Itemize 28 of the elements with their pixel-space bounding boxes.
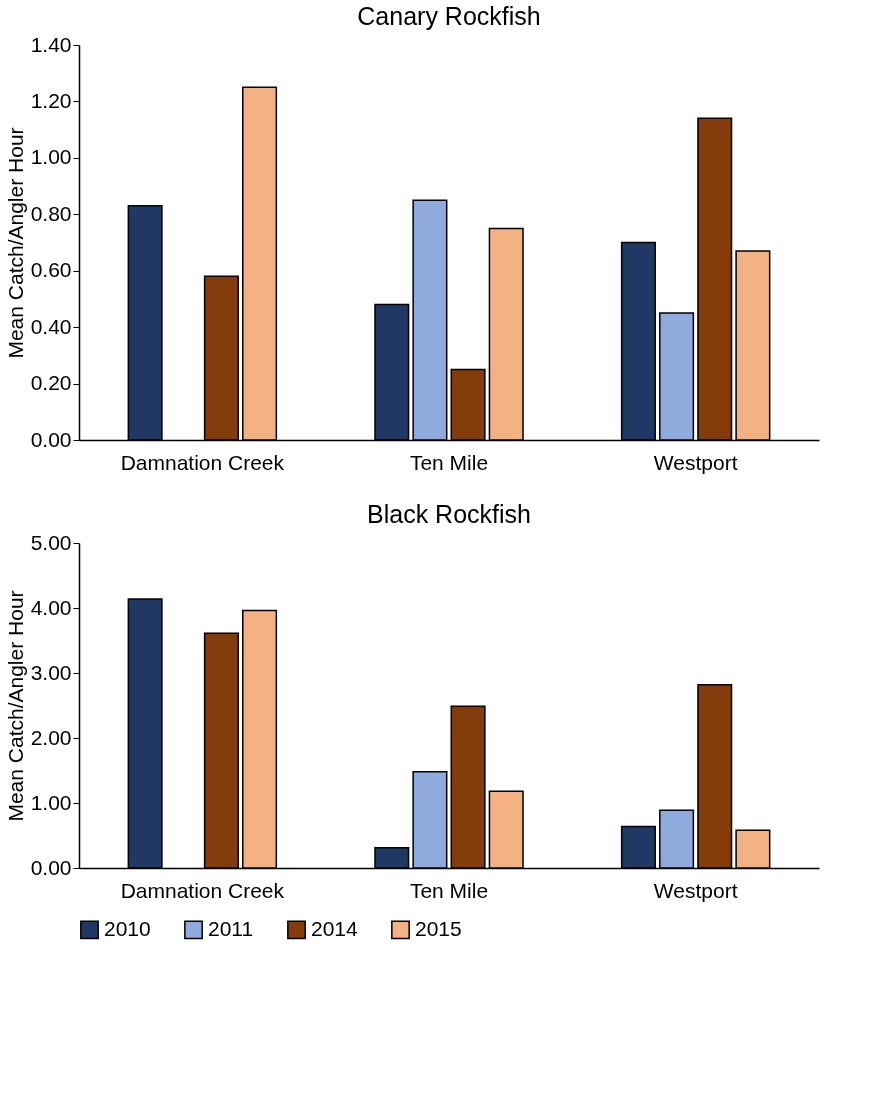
x-tick-label: Westport (653, 450, 738, 474)
y-tick-label: 5.00 (30, 530, 72, 554)
y-tick-label: 0.60 (30, 258, 72, 282)
x-tick-label: Damnation Creek (120, 450, 285, 474)
legend-label: 2015 (415, 916, 462, 940)
y-tick-label: 1.00 (30, 790, 72, 814)
y-axis-title: Mean Catch/Angler Hour (3, 590, 27, 822)
y-tick-label: 0.00 (30, 427, 72, 451)
y-tick-label: 0.20 (30, 371, 72, 395)
x-tick-label: Ten Mile (409, 450, 489, 474)
y-tick-label: 1.40 (30, 32, 72, 56)
legend-label: 2010 (104, 916, 151, 940)
x-tick-label: Damnation Creek (120, 878, 285, 902)
x-tick-label: Ten Mile (409, 878, 489, 902)
chart-title: Canary Rockfish (357, 2, 541, 30)
y-tick-label: 0.80 (30, 201, 72, 225)
y-tick-label: 1.20 (30, 88, 72, 112)
y-tick-label: 4.00 (30, 595, 72, 619)
y-tick-label: 2.00 (30, 725, 72, 749)
y-tick-label: 3.00 (30, 660, 72, 684)
legend-label: 2011 (208, 916, 254, 940)
x-tick-label: Westport (653, 878, 738, 902)
y-axis-title: Mean Catch/Angler Hour (3, 127, 27, 359)
legend-label: 2014 (311, 916, 359, 940)
chart-title: Black Rockfish (367, 500, 531, 528)
y-tick-label: 1.00 (30, 145, 72, 169)
y-tick-label: 0.40 (30, 314, 72, 338)
y-tick-label: 0.00 (30, 855, 72, 879)
